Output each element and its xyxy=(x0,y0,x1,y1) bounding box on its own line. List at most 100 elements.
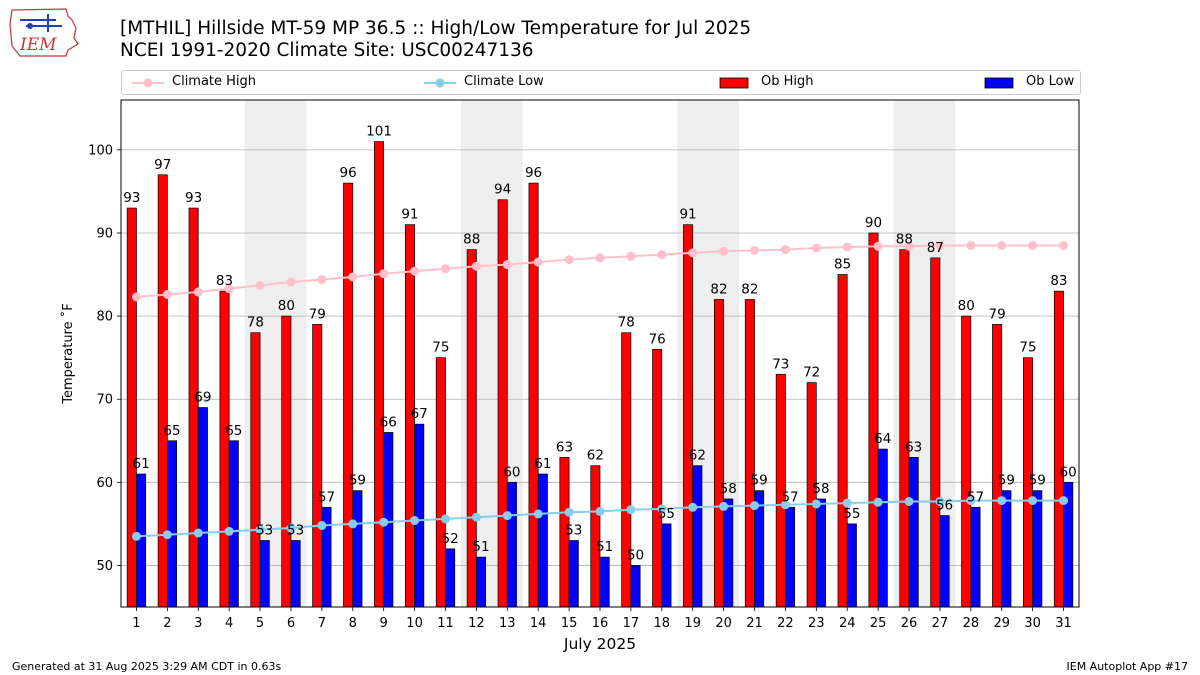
climate-low-point-1 xyxy=(131,531,141,541)
climate-low-point-13 xyxy=(502,511,512,521)
x-tick-label-5: 5 xyxy=(256,616,264,631)
climate-high-point-15 xyxy=(564,255,574,265)
climate-low-point-19 xyxy=(688,502,698,512)
ob-high-label-30: 75 xyxy=(1019,340,1036,356)
ob-low-label-26: 63 xyxy=(905,439,922,455)
climate-low-point-24 xyxy=(842,498,852,508)
y-tick-label-50: 50 xyxy=(96,559,113,574)
climate-low-point-12 xyxy=(471,512,481,522)
x-tick-label-25: 25 xyxy=(870,616,887,631)
ob-high-label-1: 93 xyxy=(123,190,140,206)
ob-high-label-31: 83 xyxy=(1050,273,1067,289)
ob-low-bar-6 xyxy=(290,540,301,608)
x-tick-label-9: 9 xyxy=(380,616,388,631)
legend-climate-high-label: Climate High xyxy=(172,74,257,89)
x-tick-label-12: 12 xyxy=(468,616,485,631)
x-tick-label-3: 3 xyxy=(194,616,202,631)
ob-high-label-13: 94 xyxy=(494,182,511,198)
ob-high-bar-14 xyxy=(528,182,539,608)
ob-high-label-11: 75 xyxy=(432,340,449,356)
climate-low-point-28 xyxy=(966,496,976,506)
iem-logo-text: IEM xyxy=(19,35,57,55)
ob-low-label-17: 50 xyxy=(627,547,644,563)
ob-high-label-16: 62 xyxy=(587,448,604,464)
climate-low-point-14 xyxy=(533,509,543,519)
ob-high-bar-3 xyxy=(188,207,199,608)
ob-high-label-7: 79 xyxy=(309,306,326,322)
ob-low-bar-18 xyxy=(661,523,672,608)
climate-low-point-25 xyxy=(873,497,883,507)
climate-high-point-4 xyxy=(224,284,234,294)
ob-low-label-9: 66 xyxy=(380,414,397,430)
x-tick-label-18: 18 xyxy=(654,616,671,631)
x-tick-label-11: 11 xyxy=(437,616,454,631)
climate-low-point-20 xyxy=(719,501,729,511)
ob-low-bar-11 xyxy=(445,548,456,608)
ob-low-label-23: 58 xyxy=(812,481,829,497)
climate-high-point-3 xyxy=(193,287,203,297)
legend-climate-low-label: Climate Low xyxy=(464,74,544,89)
ob-high-label-28: 80 xyxy=(958,298,975,314)
ob-low-bar-19 xyxy=(692,465,703,608)
climate-high-point-7 xyxy=(317,275,327,285)
ob-low-bar-20 xyxy=(723,498,734,608)
climate-high-point-28 xyxy=(966,240,976,250)
ob-low-bar-23 xyxy=(815,498,826,608)
climate-low-point-6 xyxy=(286,523,296,533)
y-tick-label-70: 70 xyxy=(96,393,113,408)
ob-low-label-24: 55 xyxy=(843,506,860,522)
ob-high-bar-4 xyxy=(219,290,230,608)
ob-low-label-28: 57 xyxy=(967,489,984,505)
ob-high-label-22: 73 xyxy=(772,356,789,372)
ob-low-bar-14 xyxy=(537,473,548,608)
ob-high-bar-18 xyxy=(652,348,663,608)
ob-low-label-12: 51 xyxy=(472,539,489,555)
ob-high-label-24: 85 xyxy=(834,257,851,273)
x-tick-label-26: 26 xyxy=(901,616,918,631)
ob-low-label-20: 58 xyxy=(720,481,737,497)
ob-low-label-6: 53 xyxy=(287,523,304,539)
ob-low-label-5: 53 xyxy=(256,523,273,539)
x-tick-label-7: 7 xyxy=(318,616,326,631)
climate-high-point-13 xyxy=(502,260,512,270)
climate-high-point-21 xyxy=(750,245,760,255)
ob-low-bar-27 xyxy=(939,515,950,608)
ob-high-bar-27 xyxy=(930,257,941,608)
climate-low-point-8 xyxy=(348,519,358,529)
x-tick-label-31: 31 xyxy=(1055,616,1072,631)
x-tick-label-10: 10 xyxy=(406,616,423,631)
x-axis-label: July 2025 xyxy=(563,635,636,653)
ob-high-bar-9 xyxy=(374,141,385,608)
ob-high-label-26: 88 xyxy=(896,232,913,248)
ob-low-bar-16 xyxy=(599,556,610,608)
ob-high-bar-24 xyxy=(837,274,848,608)
ob-low-bar-15 xyxy=(568,540,579,608)
ob-low-label-31: 60 xyxy=(1060,464,1077,480)
climate-high-point-26 xyxy=(904,241,914,251)
climate-low-point-16 xyxy=(595,506,605,516)
x-tick-label-24: 24 xyxy=(839,616,856,631)
ob-high-bar-16 xyxy=(590,465,601,608)
ob-high-bar-8 xyxy=(343,182,354,608)
ob-high-label-5: 78 xyxy=(247,315,264,331)
ob-high-bar-25 xyxy=(868,232,879,608)
x-tick-label-15: 15 xyxy=(561,616,578,631)
ob-low-bar-4 xyxy=(228,440,239,608)
chart-subtitle: NCEI 1991-2020 Climate Site: USC00247136 xyxy=(120,40,534,61)
x-tick-label-30: 30 xyxy=(1024,616,1041,631)
ob-low-bar-25 xyxy=(877,448,888,608)
ob-high-bar-26 xyxy=(899,249,910,608)
ob-low-bar-13 xyxy=(506,481,517,608)
x-tick-label-6: 6 xyxy=(287,616,295,631)
ob-low-label-18: 55 xyxy=(658,506,675,522)
ob-high-label-20: 82 xyxy=(710,281,727,297)
ob-high-label-9: 101 xyxy=(366,124,392,140)
ob-high-bar-20 xyxy=(713,299,724,608)
ob-low-label-10: 67 xyxy=(411,406,428,422)
ob-low-bar-28 xyxy=(970,506,981,608)
ob-high-label-12: 88 xyxy=(463,232,480,248)
ob-high-bar-17 xyxy=(621,332,632,608)
ob-low-bar-17 xyxy=(630,565,641,608)
ob-high-label-4: 83 xyxy=(216,273,233,289)
ob-high-bar-5 xyxy=(250,332,261,608)
